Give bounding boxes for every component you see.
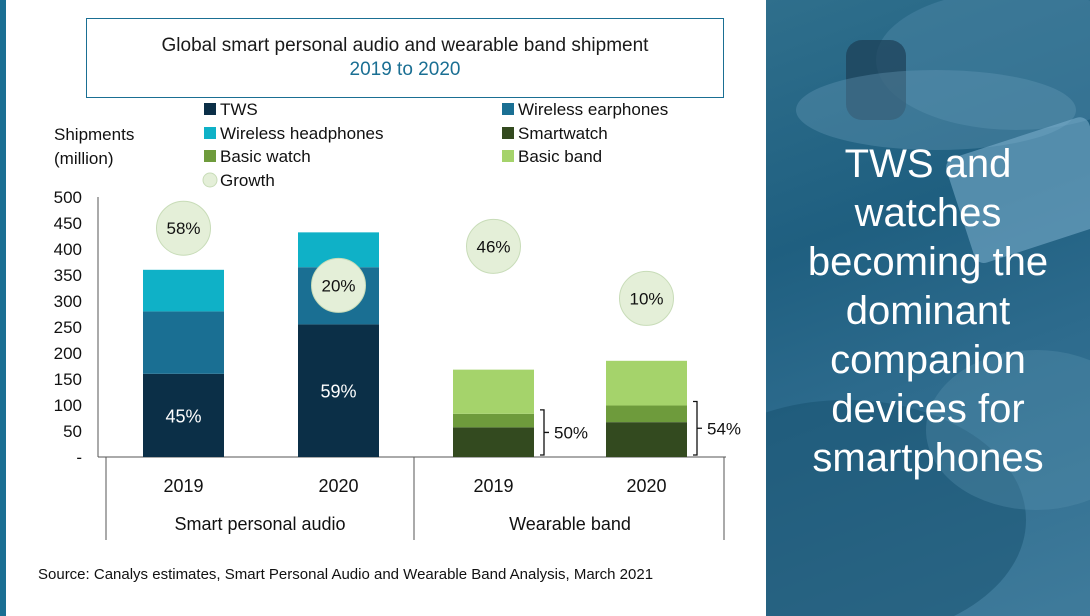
y-tick-label: 350 [54, 266, 82, 285]
legend-label: Smartwatch [518, 124, 608, 143]
y-tick-label: - [76, 448, 82, 467]
watch-icon [846, 40, 906, 120]
legend-label: Wireless earphones [518, 100, 668, 119]
growth-bubble [466, 218, 521, 274]
chart-subtitle: 2019 to 2020 [349, 59, 461, 80]
bar-segment [606, 360, 687, 406]
left-accent-strip [0, 0, 6, 616]
background-photo: TWS and watches becoming the dominant co… [766, 0, 1090, 616]
bar-segment [606, 422, 687, 457]
bar-segment [453, 427, 534, 457]
bar-segment [143, 373, 224, 457]
y-tick-label: 200 [54, 344, 82, 363]
headline-text: TWS and watches becoming the dominant co… [807, 142, 1049, 480]
chart-title-box: Global smart personal audio and wearable… [86, 18, 724, 98]
legend-label: Growth [220, 171, 275, 190]
group-label: Smart personal audio [174, 514, 345, 534]
growth-bubble [311, 257, 366, 313]
growth-label: 10% [629, 289, 663, 308]
legend-swatch [502, 103, 514, 115]
bracket-label: 50% [554, 423, 588, 442]
bar-segment [143, 269, 224, 312]
legend-label: Wireless headphones [220, 124, 383, 143]
bracket-label: 54% [707, 419, 741, 438]
legend-swatch [502, 127, 514, 139]
bar-data-label: 59% [320, 382, 356, 402]
x-tick-label: 2020 [318, 476, 358, 496]
legend-label: Basic band [518, 147, 602, 166]
y-tick-label: 500 [54, 188, 82, 207]
share-bracket [693, 400, 702, 456]
bar-segment [298, 324, 379, 457]
growth-label: 20% [321, 276, 355, 295]
legend-swatch [202, 172, 218, 188]
legend-label: Basic watch [220, 147, 311, 166]
legend-swatch [204, 127, 216, 139]
y-tick-label: 450 [54, 214, 82, 233]
y-tick-label: 300 [54, 292, 82, 311]
x-tick-label: 2020 [626, 476, 666, 496]
bar-segment [453, 369, 534, 414]
x-tick-label: 2019 [473, 476, 513, 496]
legend-swatch [502, 150, 514, 162]
y-tick-label: 400 [54, 240, 82, 259]
growth-bubble [619, 270, 674, 326]
y-tick-label: 150 [54, 370, 82, 389]
y-tick-label: 50 [63, 422, 82, 441]
bar-segment [453, 413, 534, 428]
bar-segment [143, 311, 224, 374]
y-axis-label: (million) [54, 149, 114, 168]
y-axis-label: Shipments [54, 125, 134, 144]
chart-title: Global smart personal audio and wearable… [161, 35, 649, 56]
source-note: Source: Canalys estimates, Smart Persona… [38, 566, 654, 583]
bar-segment [606, 405, 687, 423]
y-tick-label: 250 [54, 318, 82, 337]
legend-swatch [204, 103, 216, 115]
growth-bubble [156, 200, 211, 256]
x-tick-label: 2019 [163, 476, 203, 496]
y-tick-label: 100 [54, 396, 82, 415]
growth-label: 46% [476, 237, 510, 256]
legend-swatch [204, 150, 216, 162]
photo-shapes [766, 0, 1090, 616]
shipment-chart: - 50 100 150 200 250 300 350 400 450 500 Shipments (… [54, 100, 741, 540]
group-label: Wearable band [509, 514, 631, 534]
smartphone-icon [946, 117, 1090, 264]
bar-data-label: 45% [165, 406, 201, 426]
legend-label: TWS [220, 100, 258, 119]
share-bracket [540, 409, 549, 456]
growth-label: 58% [166, 219, 200, 238]
